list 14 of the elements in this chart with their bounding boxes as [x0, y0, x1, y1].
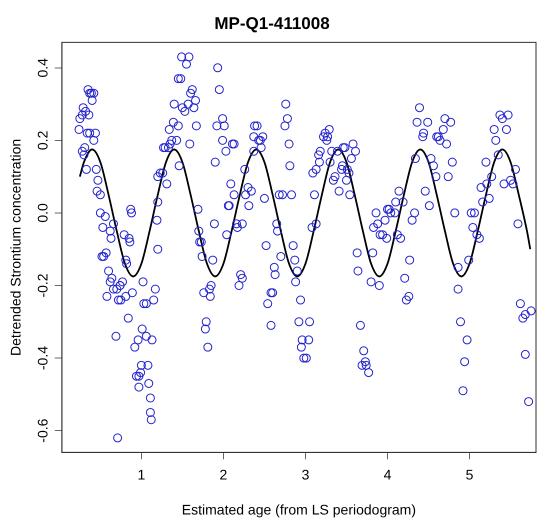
x-tick-label: 3 [302, 466, 310, 483]
y-tick-label: -0.2 [34, 273, 51, 298]
y-tick-label: -0.4 [34, 346, 51, 370]
x-tick-label: 4 [384, 466, 392, 483]
y-axis-title: Detrended Strontium concentration [7, 138, 24, 356]
x-tick-label: 2 [220, 466, 228, 483]
y-tick-label: 0.0 [34, 202, 51, 223]
y-tick-label: 0.4 [34, 58, 51, 78]
x-axis-title: Estimated age (from LS periodogram) [182, 501, 416, 518]
y-tick-label: -0.6 [34, 418, 51, 443]
x-tick-label: 5 [466, 466, 474, 483]
y-tick-label: 0.2 [34, 130, 51, 150]
x-tick-label: 1 [137, 466, 146, 483]
chart-title: MP-Q1-411008 [214, 14, 330, 33]
